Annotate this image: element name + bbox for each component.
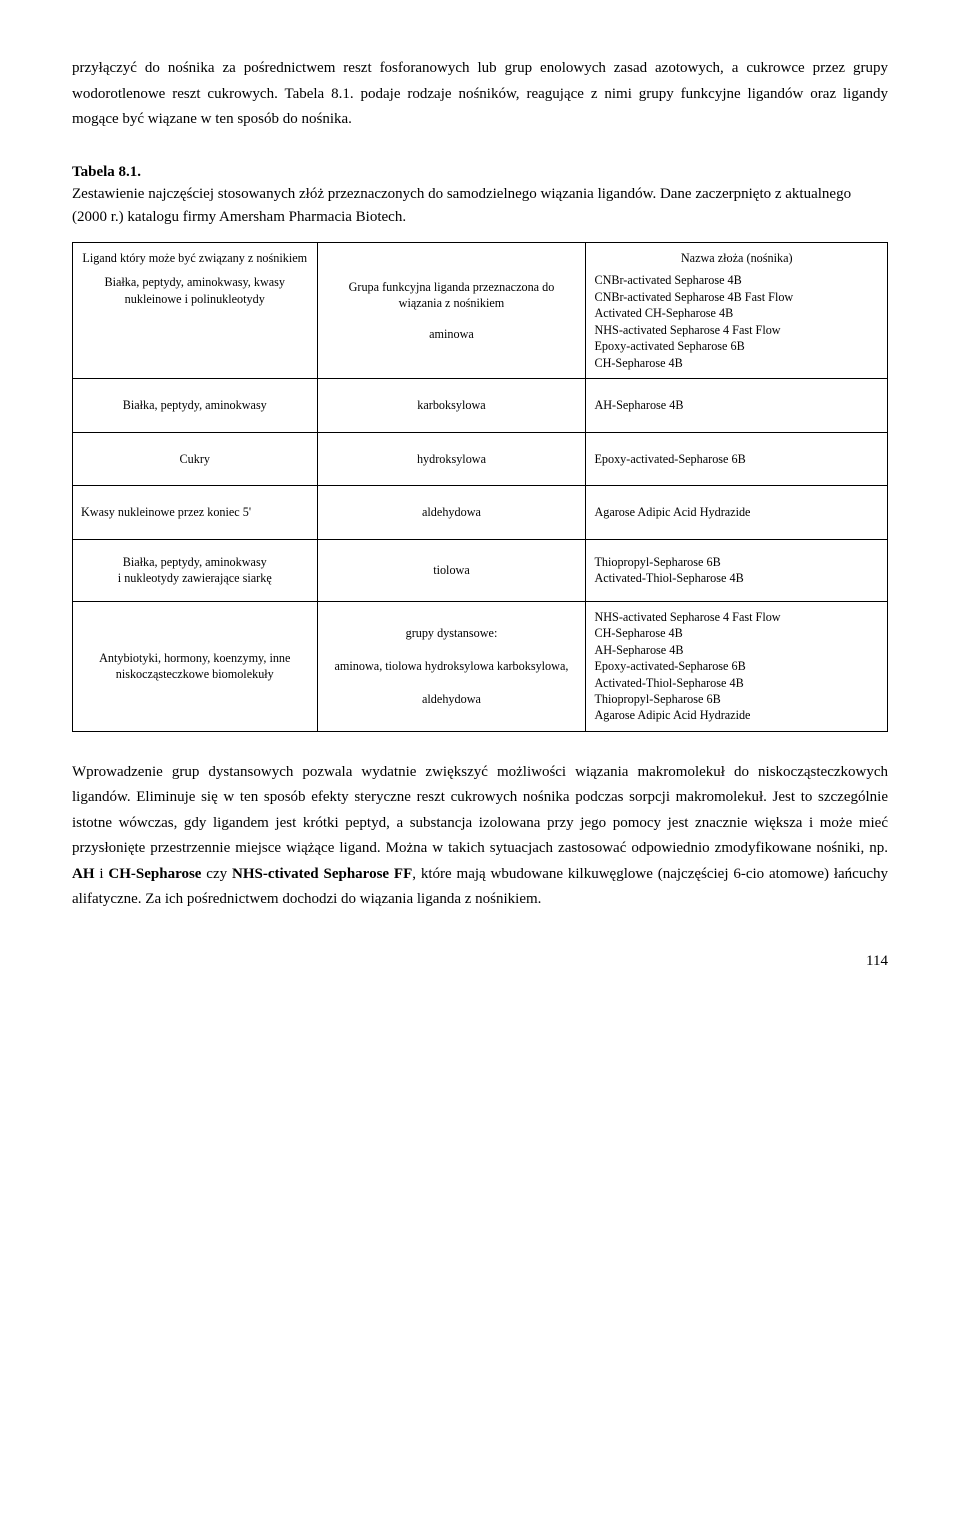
bold-text: AH <box>72 866 95 882</box>
col3-header: Nazwa złoża (nośnika) <box>594 250 879 266</box>
table-row: Antybiotyki, hormony, koenzymy, inne nis… <box>73 601 888 731</box>
ligand-table: Ligand który może być związany z nośniki… <box>72 242 888 732</box>
text: Wprowadzenie grup dystansowych pozwala w… <box>72 764 888 857</box>
closing-paragraph: Wprowadzenie grup dystansowych pozwala w… <box>72 760 888 913</box>
intro-paragraph: przyłączyć do nośnika za pośrednictwem r… <box>72 56 888 133</box>
table-row: Białka, peptydy, aminokwasy karboksylowa… <box>73 379 888 432</box>
cell-text: Thiopropyl-Sepharose 6B Activated-Thiol-… <box>586 539 888 601</box>
table-title: Tabela 8.1. <box>72 161 888 184</box>
cell-text: tiolowa <box>317 539 586 601</box>
cell-text: aldehydowa <box>317 486 586 539</box>
cell-text: Kwasy nukleinowe przez koniec 5' <box>73 486 318 539</box>
bold-text: NHS-ctivated Sepharose FF <box>232 866 412 882</box>
text: i <box>95 866 109 882</box>
cell-text: grupy dystansowe: aminowa, tiolowa hydro… <box>317 601 586 731</box>
cell-text: Agarose Adipic Acid Hydrazide <box>586 486 888 539</box>
cell-text: hydroksylowa <box>317 432 586 485</box>
cell-text: Białka, peptydy, aminokwasy, kwasy nukle… <box>81 274 309 307</box>
cell-text: CNBr-activated Sepharose 4B CNBr-activat… <box>594 272 879 371</box>
cell-text: Białka, peptydy, aminokwasy i nukleotydy… <box>73 539 318 601</box>
cell-text: aminowa <box>326 326 578 342</box>
page-number: 114 <box>72 949 888 975</box>
cell-text: Cukry <box>73 432 318 485</box>
table-row: Cukry hydroksylowa Epoxy-activated-Sepha… <box>73 432 888 485</box>
col1-header: Ligand który może być związany z nośniki… <box>81 250 309 266</box>
bold-text: CH-Sepharose <box>108 866 201 882</box>
cell-text: NHS-activated Sepharose 4 Fast Flow CH-S… <box>586 601 888 731</box>
table-row: Ligand który może być związany z nośniki… <box>73 243 888 379</box>
table-row: Białka, peptydy, aminokwasy i nukleotydy… <box>73 539 888 601</box>
cell-text: Białka, peptydy, aminokwasy <box>73 379 318 432</box>
text: czy <box>201 866 232 882</box>
cell-text: Antybiotyki, hormony, koenzymy, inne nis… <box>73 601 318 731</box>
col2-header: Grupa funkcyjna liganda przeznaczona do … <box>326 279 578 312</box>
cell-text: AH-Sepharose 4B <box>586 379 888 432</box>
cell-text: Epoxy-activated-Sepharose 6B <box>586 432 888 485</box>
table-caption: Zestawienie najczęściej stosowanych złóż… <box>72 183 888 228</box>
cell-text: karboksylowa <box>317 379 586 432</box>
table-row: Kwasy nukleinowe przez koniec 5' aldehyd… <box>73 486 888 539</box>
